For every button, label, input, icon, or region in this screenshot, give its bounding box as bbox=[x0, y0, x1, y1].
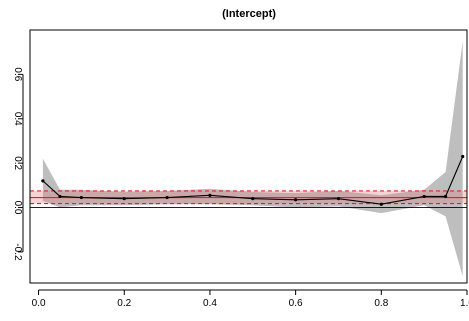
quantile-estimate-point bbox=[79, 195, 84, 200]
x-tick-label: 0.0 bbox=[32, 298, 46, 309]
plot-frame bbox=[29, 29, 468, 284]
plot-area bbox=[30, 41, 467, 277]
y-tick-label: 0.2 bbox=[12, 156, 23, 170]
axes: 0.0 0.2 0.4 0.6 0.8 1.0 -0.2 0.0 0.2 0.4 0.6 bbox=[12, 67, 469, 309]
quantile-estimate-point bbox=[461, 154, 465, 159]
quantile-estimate-point bbox=[165, 195, 169, 200]
quantile-estimate-point bbox=[422, 194, 426, 199]
quantile-estimate-point bbox=[336, 197, 341, 201]
x-tick-label: 1.0 bbox=[460, 298, 469, 309]
quantile-estimate-point bbox=[122, 197, 126, 201]
quantile-confidence-band bbox=[42, 41, 463, 277]
quantile-estimate-point bbox=[294, 198, 298, 202]
quantile-estimate-point bbox=[443, 194, 448, 199]
chart-title: (Intercept) bbox=[222, 8, 276, 20]
quantile-estimate-point bbox=[58, 194, 62, 199]
x-tick-label: 0.8 bbox=[374, 298, 388, 309]
y-tick-label: 0.6 bbox=[12, 67, 23, 81]
quantile-estimate-point bbox=[208, 193, 212, 197]
x-tick-label: 0.6 bbox=[289, 298, 303, 309]
x-tick-label: 0.4 bbox=[203, 298, 217, 309]
quantile-estimate-point bbox=[251, 197, 255, 201]
y-tick-label: 0.0 bbox=[12, 201, 23, 215]
quantile-estimate-point bbox=[41, 179, 45, 183]
y-tick-label: -0.2 bbox=[12, 243, 23, 261]
y-tick-label: 0.4 bbox=[12, 112, 23, 126]
x-tick-label: 0.2 bbox=[117, 298, 131, 309]
quantile-estimate-point bbox=[379, 202, 383, 206]
